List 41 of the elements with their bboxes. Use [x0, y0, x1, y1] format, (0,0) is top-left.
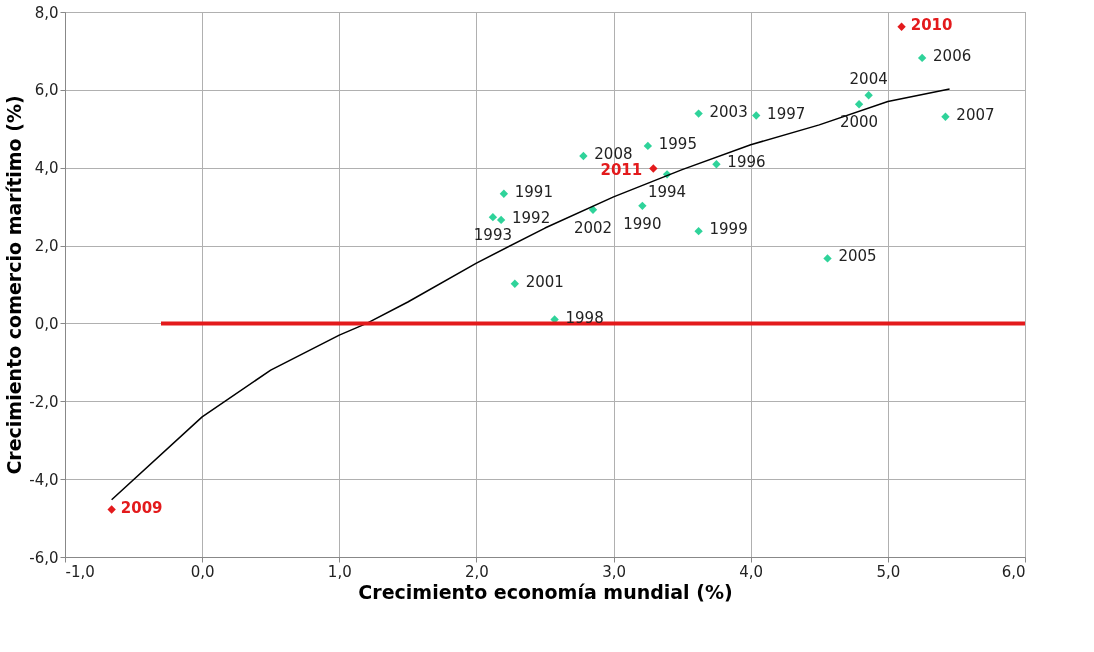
annotation: 2010 — [910, 15, 953, 34]
annotation: 1996 — [727, 153, 766, 172]
y-axis-title: Crecimiento comercio marítimo (%) — [3, 95, 26, 475]
annotation: 1999 — [709, 220, 748, 239]
annotation: 2009 — [120, 498, 163, 517]
annotation: 2007 — [956, 105, 995, 124]
x-tick-label: 1,0 — [327, 562, 352, 581]
y-tick-label: 6,0 — [34, 81, 59, 100]
x-tick-label: 2,0 — [465, 562, 489, 581]
annotation: 2003 — [709, 102, 748, 121]
x-tick-label: 3,0 — [602, 562, 626, 581]
annotation: 2001 — [525, 272, 564, 291]
annotation: 2008 — [594, 145, 633, 164]
y-tick-label: 8,0 — [34, 3, 59, 22]
annotation: 1993 — [473, 226, 512, 245]
annotation: 1998 — [565, 308, 604, 327]
x-tick-label: 0,0 — [190, 562, 215, 581]
y-tick-label: -4,0 — [29, 470, 59, 489]
x-tick-label: -1,0 — [65, 562, 95, 581]
line-series — [110, 88, 951, 501]
annotation: 1994 — [647, 183, 687, 202]
x-axis-title: Crecimiento economía mundial (%) — [358, 580, 733, 603]
x-tick-label: 5,0 — [876, 562, 901, 581]
annotation: 1995 — [658, 134, 697, 153]
x-tick-label: 4,0 — [739, 562, 764, 581]
annotation: 2005 — [838, 247, 877, 266]
annotation: 2000 — [839, 113, 879, 132]
annotation: 2002 — [573, 218, 613, 237]
annotation: 1992 — [512, 208, 551, 227]
annotation: 1997 — [767, 104, 806, 123]
y-tick-label: 4,0 — [34, 159, 59, 178]
x-tick-label: 6,0 — [1001, 562, 1026, 581]
y-tick-label: 2,0 — [34, 237, 59, 256]
y-tick-label: -2,0 — [29, 392, 59, 411]
annotation: 2011 — [600, 161, 643, 180]
annotation: 2004 — [849, 70, 888, 89]
y-tick-label: 0,0 — [34, 314, 59, 333]
annotation: 1991 — [514, 182, 553, 201]
y-tick-label: -6,0 — [29, 548, 59, 567]
annotation: 1990 — [623, 214, 662, 233]
annotation: 2006 — [933, 46, 972, 65]
